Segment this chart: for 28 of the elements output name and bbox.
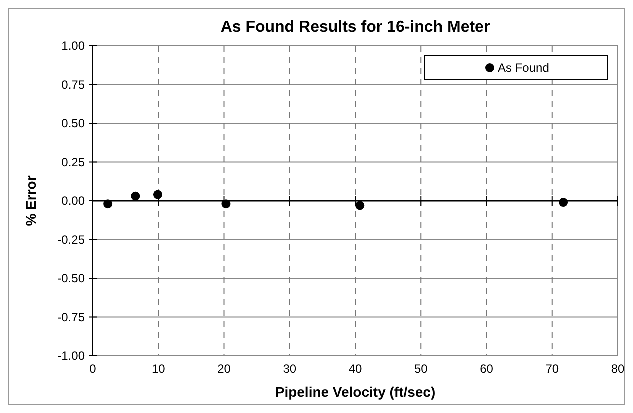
x-tick-label: 70: [546, 362, 560, 376]
point: [222, 200, 231, 209]
point: [104, 200, 113, 209]
x-tick-label: 10: [152, 362, 166, 376]
point: [356, 201, 365, 210]
x-tick-label: 50: [414, 362, 428, 376]
y-axis-title: % Error: [23, 175, 39, 226]
chart-title: As Found Results for 16-inch Meter: [220, 19, 490, 36]
y-tick-label: 1.00: [62, 39, 86, 53]
y-tick-label: -0.25: [58, 232, 86, 247]
point: [559, 198, 568, 208]
y-tick-label: -0.75: [58, 310, 86, 324]
legend-label: As Found: [498, 61, 550, 75]
x-tick-label: 40: [348, 362, 362, 376]
y-tick-label: 0.25: [62, 155, 86, 170]
x-axis-title: Pipeline Velocity (ft/sec): [275, 384, 436, 400]
x-tick-label: 20: [218, 362, 232, 376]
x-tick-label: 30: [283, 362, 297, 376]
y-tick-label: -0.50: [58, 272, 86, 286]
x-tick-label: 0: [90, 362, 97, 376]
y-tick-label: 0.50: [62, 116, 86, 130]
y-tick-label: -1.00: [58, 349, 86, 363]
point: [131, 192, 140, 201]
point: [153, 190, 162, 200]
y-tick-label: 0.00: [62, 194, 86, 208]
y-tick-label: 0.75: [62, 78, 86, 92]
x-tick-label: 80: [611, 362, 625, 376]
x-tick-label: 60: [480, 362, 494, 376]
